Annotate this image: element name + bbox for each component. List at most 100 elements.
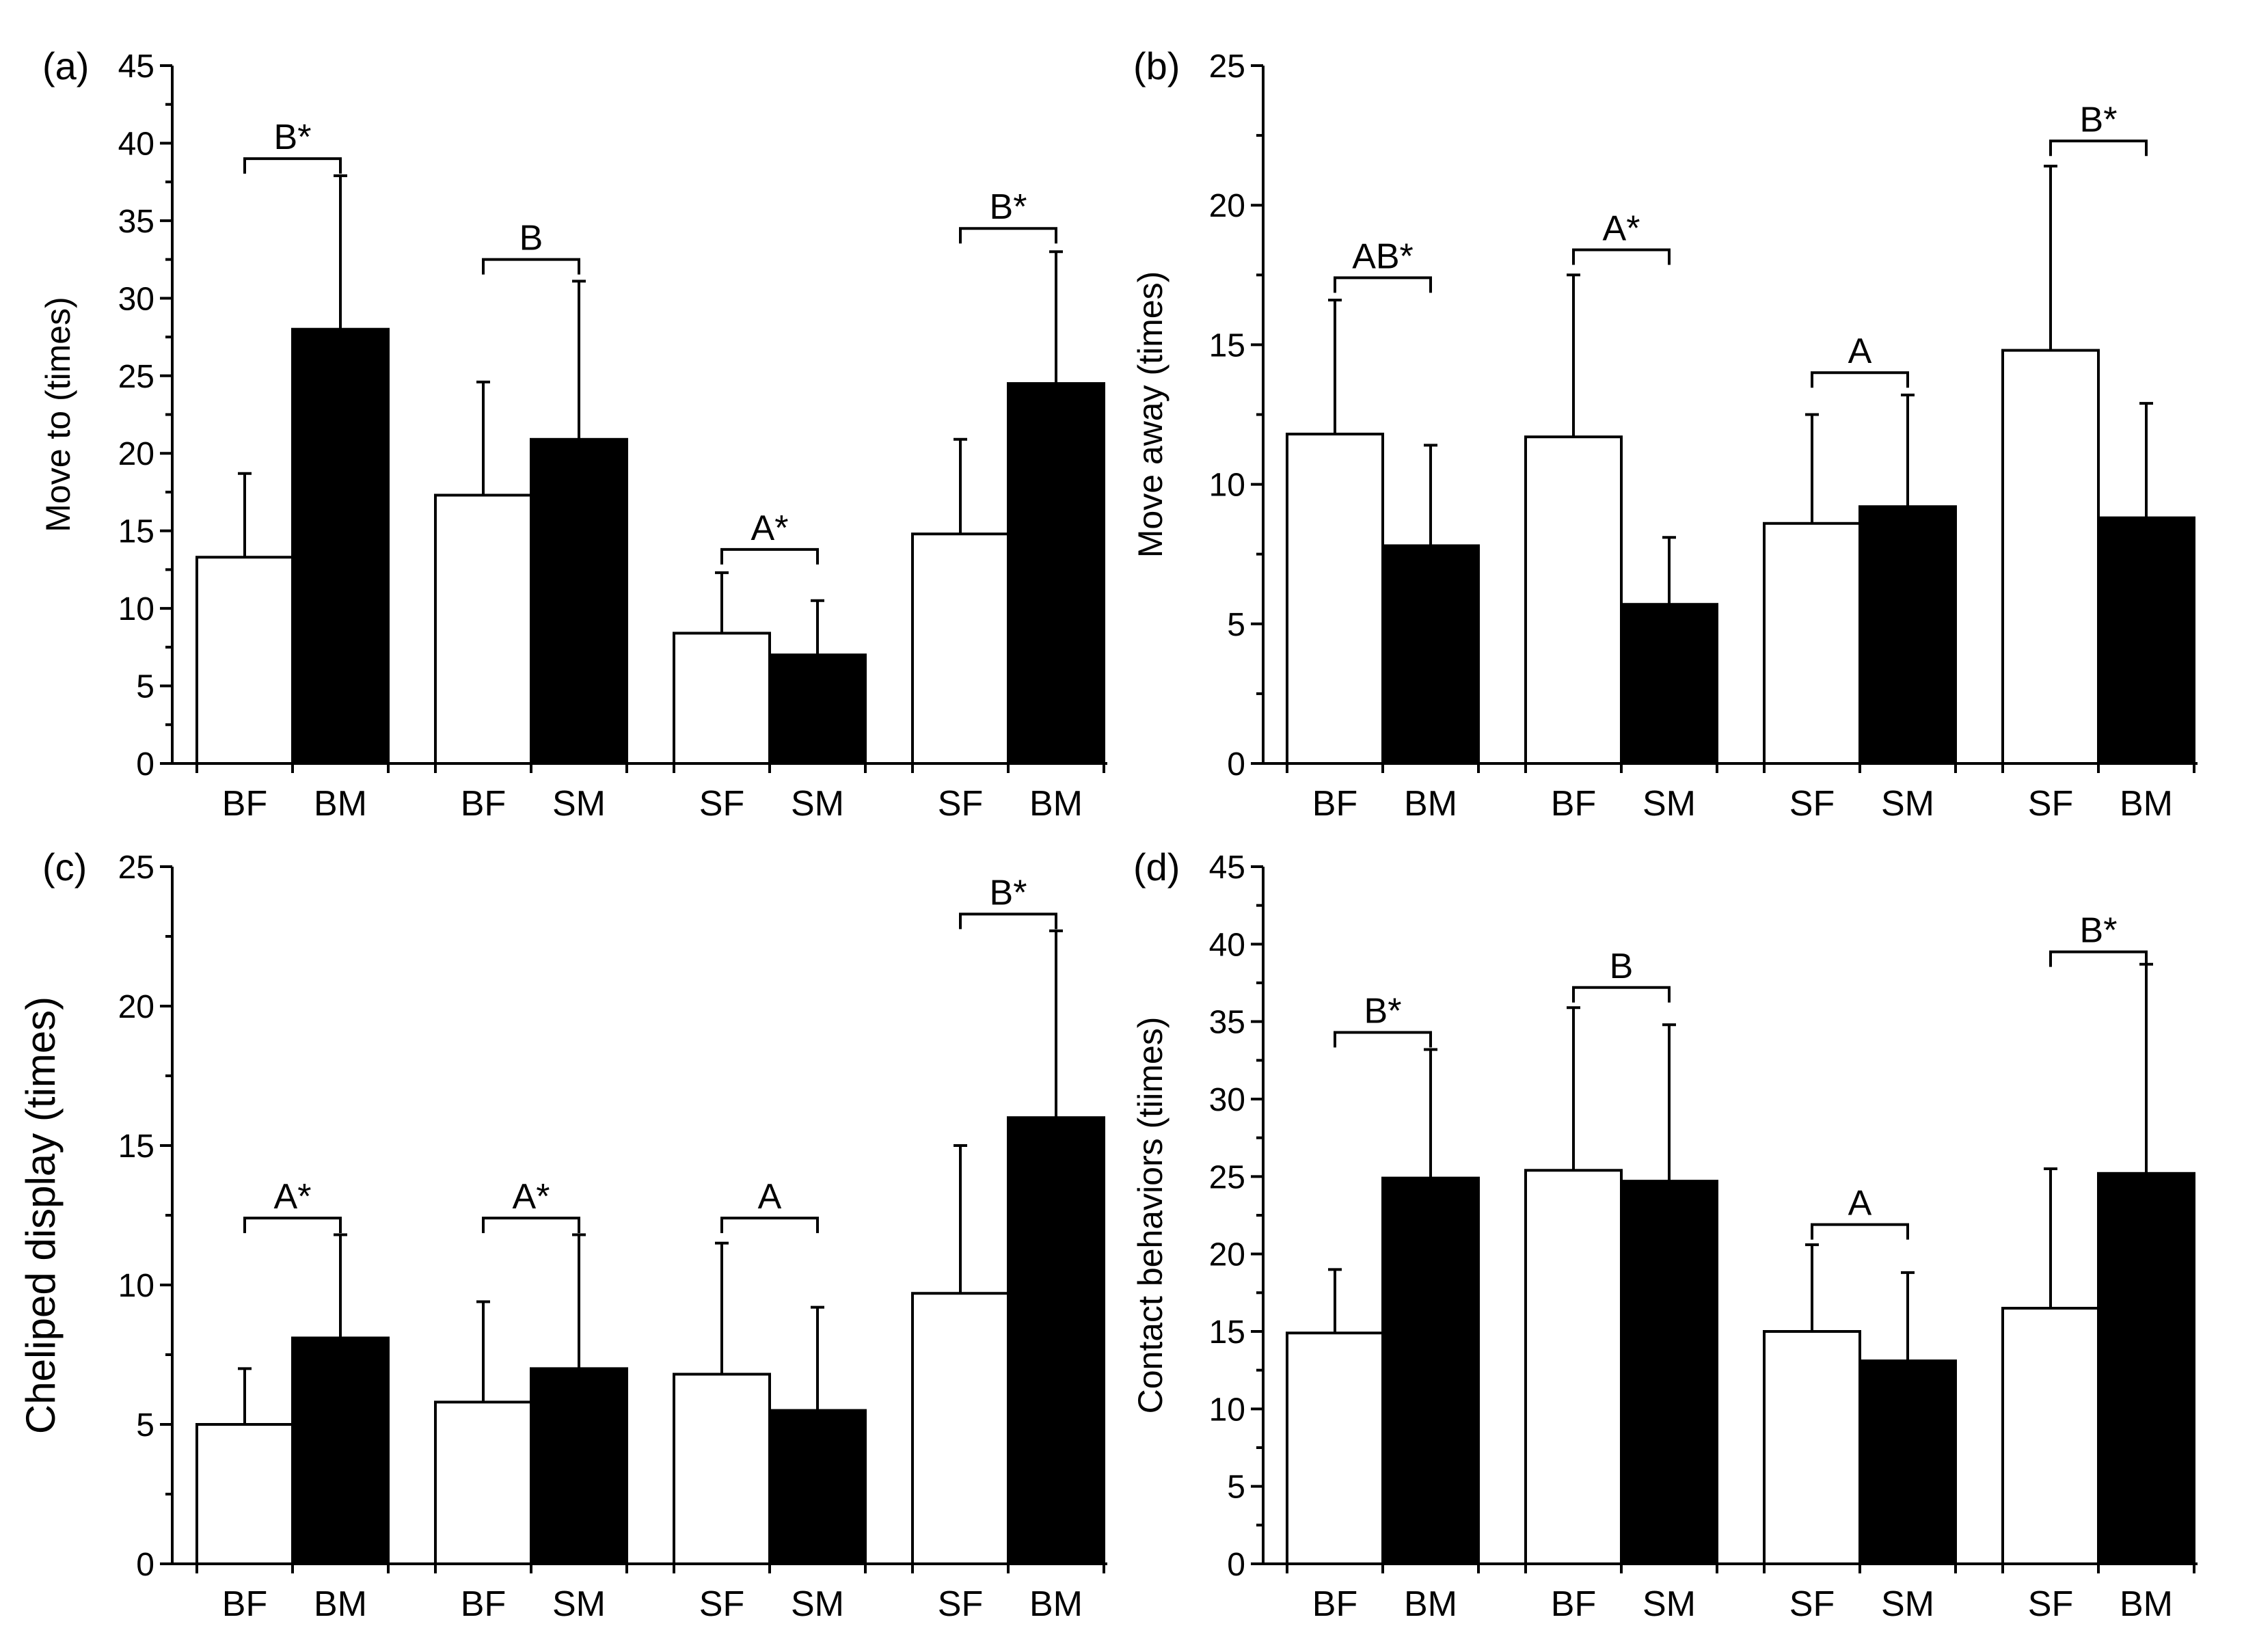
y-axis-label: Contact behaviors (tiimes) [1131, 1017, 1170, 1414]
panel-label: (a) [42, 44, 89, 87]
y-tick-label: 40 [1209, 927, 1245, 963]
significance-bracket [959, 227, 1057, 244]
bar-SM [1620, 603, 1718, 765]
y-tick-label: 5 [136, 669, 154, 705]
y-tick-label: 25 [118, 359, 154, 395]
y-tick-label: 15 [1209, 327, 1245, 364]
y-axis-label: Move to (times) [39, 297, 77, 532]
category-label: SM [1881, 1584, 1934, 1624]
chart-panel-c: (c) 0 5 10 15 20 25 Cheliped display (times) BF B… [18, 845, 1107, 1624]
y-tick-label: 35 [1209, 1005, 1245, 1041]
significance-bracket [1572, 248, 1671, 265]
category-label: BM [314, 784, 367, 824]
y-tick-label: 0 [136, 1547, 154, 1583]
panel-label: (c) [42, 845, 87, 889]
y-tick-label: 10 [1209, 1392, 1245, 1428]
category-label: SF [2028, 1584, 2073, 1624]
y-tick-label: 5 [1227, 1470, 1245, 1506]
panel-label: (b) [1133, 44, 1180, 87]
significance-bracket [959, 912, 1057, 930]
category-label: SM [791, 1584, 844, 1624]
bar-BM [1381, 1176, 1480, 1565]
bar-BM [1007, 1116, 1105, 1565]
category-label: BM [1029, 784, 1083, 824]
chart-panel-d: (d) 0 5 10 15 20 25 30 35 40 45 Contact behaviors (… [1131, 845, 2198, 1624]
y-tick-label: 20 [118, 989, 154, 1025]
significance-label: B* [1364, 992, 1402, 1031]
bar-BF [1524, 1169, 1623, 1566]
bar-BF [434, 493, 532, 766]
significance-bracket [2049, 139, 2148, 157]
y-tick-label: 10 [118, 1268, 154, 1304]
category-label: BF [222, 1584, 267, 1624]
significance-bracket [482, 258, 580, 275]
category-label: SM [552, 784, 606, 824]
y-tick-label: 5 [1227, 607, 1245, 643]
y-tick-label: 40 [118, 126, 154, 162]
significance-label: A* [513, 1177, 550, 1217]
significance-bracket [243, 1217, 342, 1234]
bar-BF [1524, 435, 1623, 765]
bar-BF [434, 1400, 532, 1566]
significance-label: B* [990, 187, 1027, 227]
significance-bracket [1334, 1031, 1432, 1048]
category-label: BF [1312, 784, 1357, 824]
bar-SF [2001, 1307, 2100, 1565]
bar-SM [1858, 1359, 1957, 1565]
y-tick-label: 25 [118, 850, 154, 886]
category-label: SF [699, 1584, 744, 1624]
bar-SF [673, 632, 771, 765]
bar-SM [530, 1367, 628, 1566]
category-label: SM [791, 784, 844, 824]
y-tick-label: 15 [118, 514, 154, 550]
bar-SF [673, 1372, 771, 1566]
y-axis-label: Cheliped display (times) [18, 997, 64, 1434]
bar-BM [2097, 516, 2195, 765]
significance-bracket [1811, 371, 1909, 388]
y-tick-label: 45 [118, 49, 154, 85]
category-label: SM [1643, 784, 1696, 824]
bar-BF [1286, 1331, 1384, 1566]
category-label: BM [2120, 1584, 2173, 1624]
category-label: BM [1404, 1584, 1457, 1624]
y-tick-label: 0 [1227, 1547, 1245, 1583]
y-tick-label: 20 [1209, 1237, 1245, 1273]
significance-label: B* [990, 873, 1027, 912]
category-label: SF [938, 1584, 983, 1624]
category-label: SF [1789, 784, 1835, 824]
category-label: SM [552, 1584, 606, 1624]
category-label: BM [1029, 1584, 1083, 1624]
y-tick-label: 25 [1209, 1159, 1245, 1195]
y-tick-label: 30 [118, 281, 154, 317]
significance-label: B* [2080, 911, 2118, 951]
y-tick-label: 15 [1209, 1314, 1245, 1351]
category-label: BF [461, 1584, 506, 1624]
category-label: BF [1312, 1584, 1357, 1624]
significance-label: A [1848, 1184, 1872, 1223]
bar-SM [530, 437, 628, 766]
panel-label: (d) [1133, 845, 1180, 889]
significance-bracket [243, 157, 342, 174]
significance-bracket [720, 1217, 819, 1234]
category-label: BF [1551, 784, 1596, 824]
category-label: BF [461, 784, 506, 824]
bar-SM [768, 1409, 867, 1566]
bar-SF [911, 1292, 1010, 1565]
significance-label: B* [2080, 100, 2118, 139]
significance-label: A* [274, 1177, 312, 1217]
bar-SF [1763, 1330, 1861, 1565]
category-label: BF [1551, 1584, 1596, 1624]
y-tick-label: 30 [1209, 1082, 1245, 1118]
bar-BM [2097, 1172, 2195, 1566]
y-tick-label: 5 [136, 1407, 154, 1444]
significance-label: A [758, 1177, 782, 1217]
bar-BM [291, 1336, 390, 1566]
y-tick-label: 20 [118, 436, 154, 472]
significance-bracket [1572, 986, 1671, 1003]
category-label: SF [938, 784, 983, 824]
significance-label: B [1610, 947, 1634, 986]
significance-label: A* [751, 509, 789, 548]
category-label: SF [699, 784, 744, 824]
y-tick-label: 0 [136, 746, 154, 783]
